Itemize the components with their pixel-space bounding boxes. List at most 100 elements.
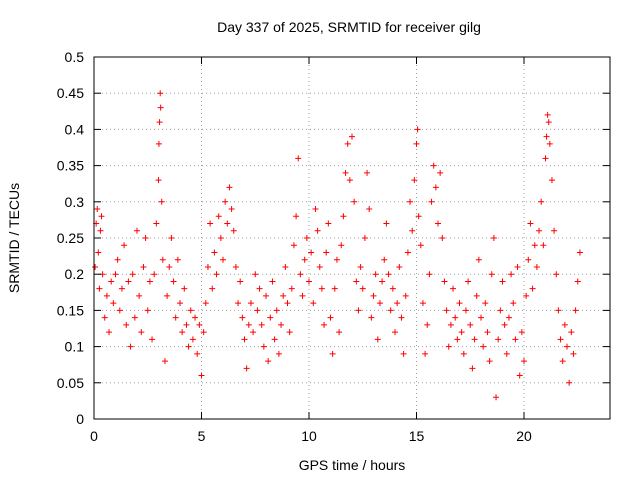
data-point xyxy=(321,321,328,328)
data-point xyxy=(252,271,259,278)
data-point xyxy=(366,206,373,213)
data-point xyxy=(271,336,278,343)
data-point xyxy=(284,300,291,307)
data-point xyxy=(200,329,207,336)
data-point xyxy=(501,321,508,328)
data-point xyxy=(101,314,108,321)
data-point xyxy=(568,329,575,336)
data-point xyxy=(217,235,224,241)
y-tick-label: 0.5 xyxy=(65,49,85,65)
data-point xyxy=(435,220,441,227)
data-point xyxy=(497,307,504,314)
y-tick-label: 0.1 xyxy=(65,339,85,355)
y-tick-label: 0.25 xyxy=(57,230,84,246)
data-point xyxy=(177,300,183,307)
y-tick-label: 0 xyxy=(76,411,84,427)
data-point xyxy=(361,235,368,241)
data-point xyxy=(561,321,568,328)
data-point xyxy=(383,220,390,227)
data-point xyxy=(230,227,237,234)
chart-title: Day 337 of 2025, SRMTID for receiver gil… xyxy=(217,19,481,35)
data-point xyxy=(516,372,523,379)
data-point xyxy=(536,227,543,234)
y-tick-label: 0.05 xyxy=(57,375,84,391)
data-point xyxy=(385,271,392,278)
data-point xyxy=(144,307,151,314)
data-point xyxy=(424,321,431,328)
data-point xyxy=(185,343,192,350)
data-point xyxy=(123,321,130,328)
data-point xyxy=(407,198,414,205)
data-point xyxy=(409,227,416,234)
data-point xyxy=(134,227,140,234)
y-tick-label: 0.35 xyxy=(57,158,84,174)
data-point xyxy=(374,336,381,343)
data-point xyxy=(417,242,424,249)
data-point xyxy=(155,177,162,184)
data-point xyxy=(469,365,476,372)
data-point xyxy=(114,256,121,263)
data-point xyxy=(447,321,454,328)
data-point xyxy=(441,278,448,285)
data-point xyxy=(241,336,248,343)
data-point xyxy=(404,249,411,256)
data-point xyxy=(452,314,459,321)
x-tick-label: 0 xyxy=(90,428,98,444)
data-point xyxy=(467,321,474,328)
data-point xyxy=(297,271,304,278)
data-point xyxy=(153,220,160,227)
data-point xyxy=(370,292,377,299)
data-point xyxy=(327,314,334,321)
data-point xyxy=(310,300,317,307)
data-point xyxy=(546,140,553,147)
data-point xyxy=(538,198,545,205)
data-point xyxy=(372,271,379,278)
data-point xyxy=(462,307,469,314)
data-point xyxy=(415,213,422,220)
data-point xyxy=(529,285,536,292)
data-point xyxy=(301,256,308,263)
data-point xyxy=(112,271,119,278)
data-point xyxy=(159,256,166,263)
data-point xyxy=(355,307,362,314)
x-tick-label: 5 xyxy=(198,428,206,444)
data-point xyxy=(450,285,457,292)
data-point xyxy=(265,358,272,365)
data-point xyxy=(170,278,177,285)
data-point xyxy=(510,300,517,307)
data-point xyxy=(149,336,156,343)
data-point xyxy=(179,329,186,336)
data-point xyxy=(548,177,555,184)
data-point xyxy=(181,285,188,292)
data-point xyxy=(336,329,343,336)
data-point xyxy=(228,206,235,213)
data-point xyxy=(245,321,252,328)
data-point xyxy=(543,133,550,140)
data-point xyxy=(478,314,484,321)
data-point xyxy=(275,350,282,357)
data-point xyxy=(551,227,558,234)
data-point xyxy=(430,162,437,169)
data-point xyxy=(92,263,99,270)
data-point xyxy=(258,321,265,328)
data-point xyxy=(439,235,446,241)
data-point xyxy=(495,336,502,343)
y-tick-label: 0.2 xyxy=(65,266,85,282)
data-point xyxy=(428,198,435,205)
data-point xyxy=(572,307,579,314)
x-axis-label: GPS time / hours xyxy=(299,457,406,473)
data-point xyxy=(512,336,519,343)
data-point xyxy=(96,285,103,292)
y-tick-label: 0.3 xyxy=(65,194,85,210)
data-point xyxy=(156,119,163,126)
data-point xyxy=(220,256,226,263)
data-point xyxy=(344,140,351,147)
data-point xyxy=(531,242,538,249)
data-point xyxy=(254,307,261,314)
data-point xyxy=(260,343,267,350)
data-point xyxy=(263,292,269,299)
data-point xyxy=(346,177,353,184)
data-point xyxy=(103,292,110,299)
data-point xyxy=(480,343,487,350)
data-point xyxy=(187,307,194,314)
